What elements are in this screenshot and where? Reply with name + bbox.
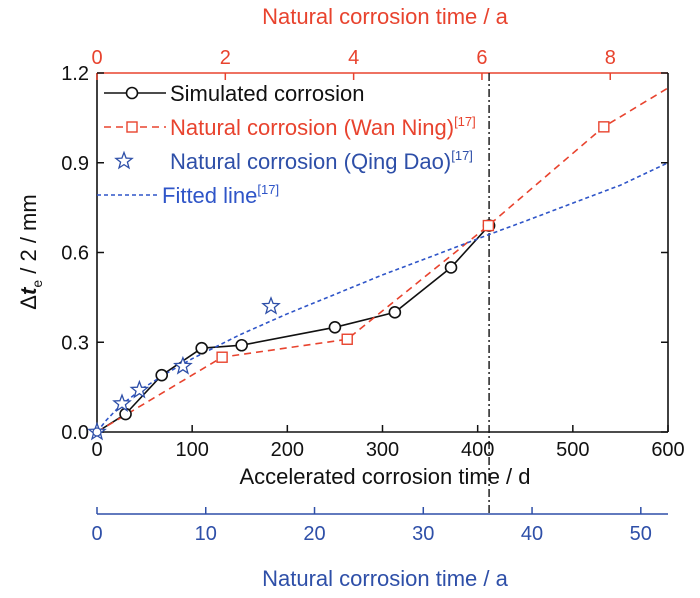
legend-label: Simulated corrosion	[170, 81, 364, 106]
series-2-point	[173, 355, 193, 375]
legend-label: Natural corrosion (Wan Ning)[17]	[170, 114, 476, 140]
legend-entry: Natural corrosion (Qing Dao)[17]	[114, 148, 473, 174]
series-0-point	[235, 338, 248, 352]
bottom-tick-label: 400	[461, 439, 494, 461]
series-0-point	[388, 306, 402, 319]
series-1-point	[482, 219, 495, 232]
legend-entry: Natural corrosion (Wan Ning)[17]	[104, 114, 476, 140]
legend-marker	[114, 150, 134, 170]
legend-entry: Fitted line[17]	[97, 182, 279, 208]
series-1-point	[341, 333, 353, 345]
y-tick-label: 0.9	[61, 153, 89, 175]
top-axis-title: Natural corrosion time / a	[262, 4, 509, 29]
bottom-tick-label: 500	[556, 439, 589, 461]
lower-tick-label: 20	[303, 523, 325, 545]
bottom-tick-label: 200	[271, 439, 304, 461]
origin-point	[92, 427, 102, 437]
series-line-1	[96, 87, 669, 433]
series-0-point	[444, 261, 458, 274]
legend-label: Natural corrosion (Qing Dao)[17]	[170, 148, 473, 174]
y-axis-title-subscript: e	[29, 280, 45, 288]
bottom-axis-title: Accelerated corrosion time / d	[239, 464, 530, 489]
series-line-3	[96, 162, 669, 433]
bottom-tick-label: 600	[651, 439, 684, 461]
y-tick-label: 0.3	[61, 332, 89, 354]
y-tick-label: 1.2	[61, 63, 89, 85]
series-0-point	[195, 341, 208, 355]
bottom-tick-label: 0	[91, 439, 102, 461]
bottom-tick-label: 300	[366, 439, 399, 461]
lower-tick-label: 0	[91, 523, 102, 545]
series-2-point	[261, 296, 281, 315]
top-tick-label: 2	[220, 47, 231, 69]
series-0-point	[155, 368, 169, 382]
legend-label: Fitted line[17]	[162, 182, 279, 208]
lower-axis-title: Natural corrosion time / a	[262, 566, 509, 591]
legend-entry: Simulated corrosion	[104, 81, 364, 106]
y-tick-label: 0.6	[61, 243, 89, 265]
y-tick-label: 0.0	[61, 422, 89, 444]
y-axis-title-prefix: Δ	[16, 295, 41, 310]
series-1-point	[598, 121, 610, 133]
bottom-tick-label: 100	[175, 439, 208, 461]
legend-marker	[126, 121, 138, 133]
series-1-point	[216, 351, 228, 363]
y-axis-title: Δte / 2 / mm	[16, 194, 45, 309]
series-2-point	[112, 393, 132, 412]
y-axis-title-suffix: / 2 / mm	[16, 194, 41, 280]
lower-tick-label: 50	[630, 523, 652, 545]
series-2-point	[129, 379, 150, 399]
top-tick-label: 4	[348, 47, 359, 69]
series-0-point	[328, 320, 342, 334]
lower-tick-label: 10	[195, 523, 217, 545]
lower-tick-label: 40	[521, 523, 543, 545]
top-tick-label: 8	[605, 47, 616, 69]
top-tick-label: 0	[91, 47, 102, 69]
top-tick-label: 6	[476, 47, 487, 69]
y-axis-title-variable: t	[16, 286, 41, 295]
lower-tick-label: 30	[412, 523, 434, 545]
legend-marker	[125, 86, 139, 100]
